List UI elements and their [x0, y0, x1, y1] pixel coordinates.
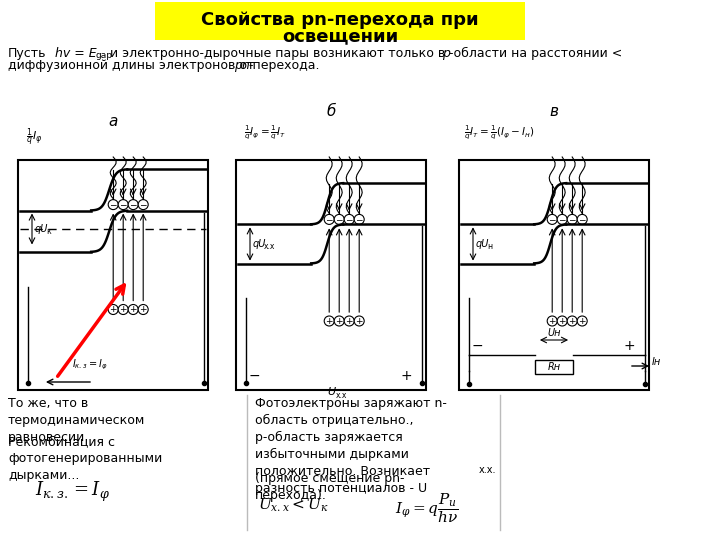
Text: +: + [109, 305, 117, 314]
Text: +: + [346, 316, 353, 326]
Text: −: − [130, 200, 137, 209]
Text: Свойства pn-перехода при: Свойства pn-перехода при [201, 11, 479, 29]
Circle shape [138, 200, 148, 210]
Text: х.х: х.х [336, 392, 347, 401]
Text: qU: qU [253, 239, 266, 249]
Bar [18, 160, 208, 390]
Circle shape [324, 316, 334, 326]
Text: −: − [356, 215, 363, 224]
Text: +: + [569, 316, 576, 326]
Text: х.х.: х.х. [479, 465, 497, 475]
Text: pn: pn [234, 59, 250, 72]
Text: $\frac{1}{q}I_\varphi$: $\frac{1}{q}I_\varphi$ [26, 127, 42, 150]
Text: $U_{х.х} < U_к$: $U_{х.х} < U_к$ [258, 497, 328, 515]
Circle shape [334, 214, 344, 225]
Text: Рекомбинация с
фотогенерированными
дырками...: Рекомбинация с фотогенерированными дырка… [8, 435, 162, 482]
Circle shape [344, 214, 354, 225]
Text: н: н [487, 242, 492, 252]
Text: −: − [248, 369, 260, 383]
Text: в: в [549, 105, 559, 119]
Bar [236, 160, 426, 390]
Circle shape [138, 305, 148, 314]
Bar [535, 360, 573, 374]
Text: То же, что в
термодинамическом
равновесии: То же, что в термодинамическом равновеси… [8, 397, 145, 444]
Text: p: p [442, 47, 450, 60]
Circle shape [567, 316, 577, 326]
Circle shape [324, 214, 334, 225]
Text: Uн: Uн [547, 328, 561, 338]
Text: +: + [559, 316, 566, 326]
Text: $\frac{1}{q}I_т = \frac{1}{q}(I_\varphi - I_н)$: $\frac{1}{q}I_т = \frac{1}{q}(I_\varphi … [464, 123, 534, 141]
Circle shape [557, 316, 567, 326]
Text: +: + [624, 339, 635, 353]
Text: -области на расстоянии <: -области на расстоянии < [449, 47, 622, 60]
Circle shape [108, 200, 118, 210]
Text: диффузионной длины электронов от: диффузионной длины электронов от [8, 59, 254, 72]
Text: −: − [325, 215, 333, 224]
Text: -перехода.: -перехода. [248, 59, 320, 72]
Text: Iн: Iн [652, 357, 661, 367]
Text: qU: qU [35, 224, 48, 234]
Text: −: − [109, 200, 117, 209]
Circle shape [344, 316, 354, 326]
Circle shape [557, 214, 567, 225]
Text: +: + [578, 316, 586, 326]
Circle shape [108, 305, 118, 314]
Text: −: − [559, 215, 566, 224]
Circle shape [547, 214, 557, 225]
Text: +: + [400, 369, 412, 383]
Text: б: б [326, 105, 336, 119]
Text: Фотоэлектроны заряжают n-
область отрицательно.,
p-область заряжается
избыточным: Фотоэлектроны заряжают n- область отрица… [255, 397, 447, 495]
Text: gap: gap [96, 51, 113, 60]
Text: −: − [140, 200, 147, 209]
Text: U: U [327, 387, 335, 397]
Text: $\frac{1}{q}I_\varphi = \frac{1}{q}I_т$: $\frac{1}{q}I_\varphi = \frac{1}{q}I_т$ [244, 123, 286, 141]
FancyBboxPatch shape [155, 2, 525, 40]
Text: −: − [120, 200, 127, 209]
Text: Rн: Rн [547, 362, 561, 372]
Text: к: к [46, 227, 50, 237]
Text: −: − [549, 215, 556, 224]
Text: х.х: х.х [264, 242, 275, 252]
Circle shape [128, 200, 138, 210]
Bar [459, 160, 649, 390]
Circle shape [334, 316, 344, 326]
Text: $I_{к.з.} = I_\varphi$: $I_{к.з.} = I_\varphi$ [35, 480, 110, 504]
Text: +: + [356, 316, 363, 326]
Text: $I_\varphi = q\dfrac{P_u}{h\nu}$: $I_\varphi = q\dfrac{P_u}{h\nu}$ [395, 492, 459, 525]
Text: qU: qU [476, 239, 490, 249]
Circle shape [354, 316, 364, 326]
Text: +: + [140, 305, 147, 314]
Text: $I_{к.з} = I_\varphi$: $I_{к.з} = I_\varphi$ [73, 357, 108, 372]
Circle shape [118, 200, 128, 210]
Text: +: + [549, 316, 556, 326]
Text: +: + [120, 305, 127, 314]
Circle shape [547, 316, 557, 326]
Circle shape [577, 214, 588, 225]
Text: +: + [130, 305, 137, 314]
Text: +: + [336, 316, 343, 326]
Text: +: + [325, 316, 333, 326]
Text: (прямое смещение pn-
перехода).: (прямое смещение pn- перехода). [255, 472, 405, 502]
Text: −: − [569, 215, 576, 224]
Text: hv = E: hv = E [55, 47, 96, 60]
Text: −: − [336, 215, 343, 224]
Text: и электронно-дырочные пары возникают только в: и электронно-дырочные пары возникают тол… [110, 47, 445, 60]
Circle shape [128, 305, 138, 314]
Text: −: − [346, 215, 353, 224]
Circle shape [567, 214, 577, 225]
Text: −: − [578, 215, 586, 224]
Text: −: − [471, 339, 483, 353]
Text: а: а [108, 114, 117, 130]
Circle shape [354, 214, 364, 225]
Circle shape [118, 305, 128, 314]
Circle shape [577, 316, 588, 326]
Text: освещении: освещении [282, 27, 398, 45]
Text: Пусть: Пусть [8, 47, 47, 60]
